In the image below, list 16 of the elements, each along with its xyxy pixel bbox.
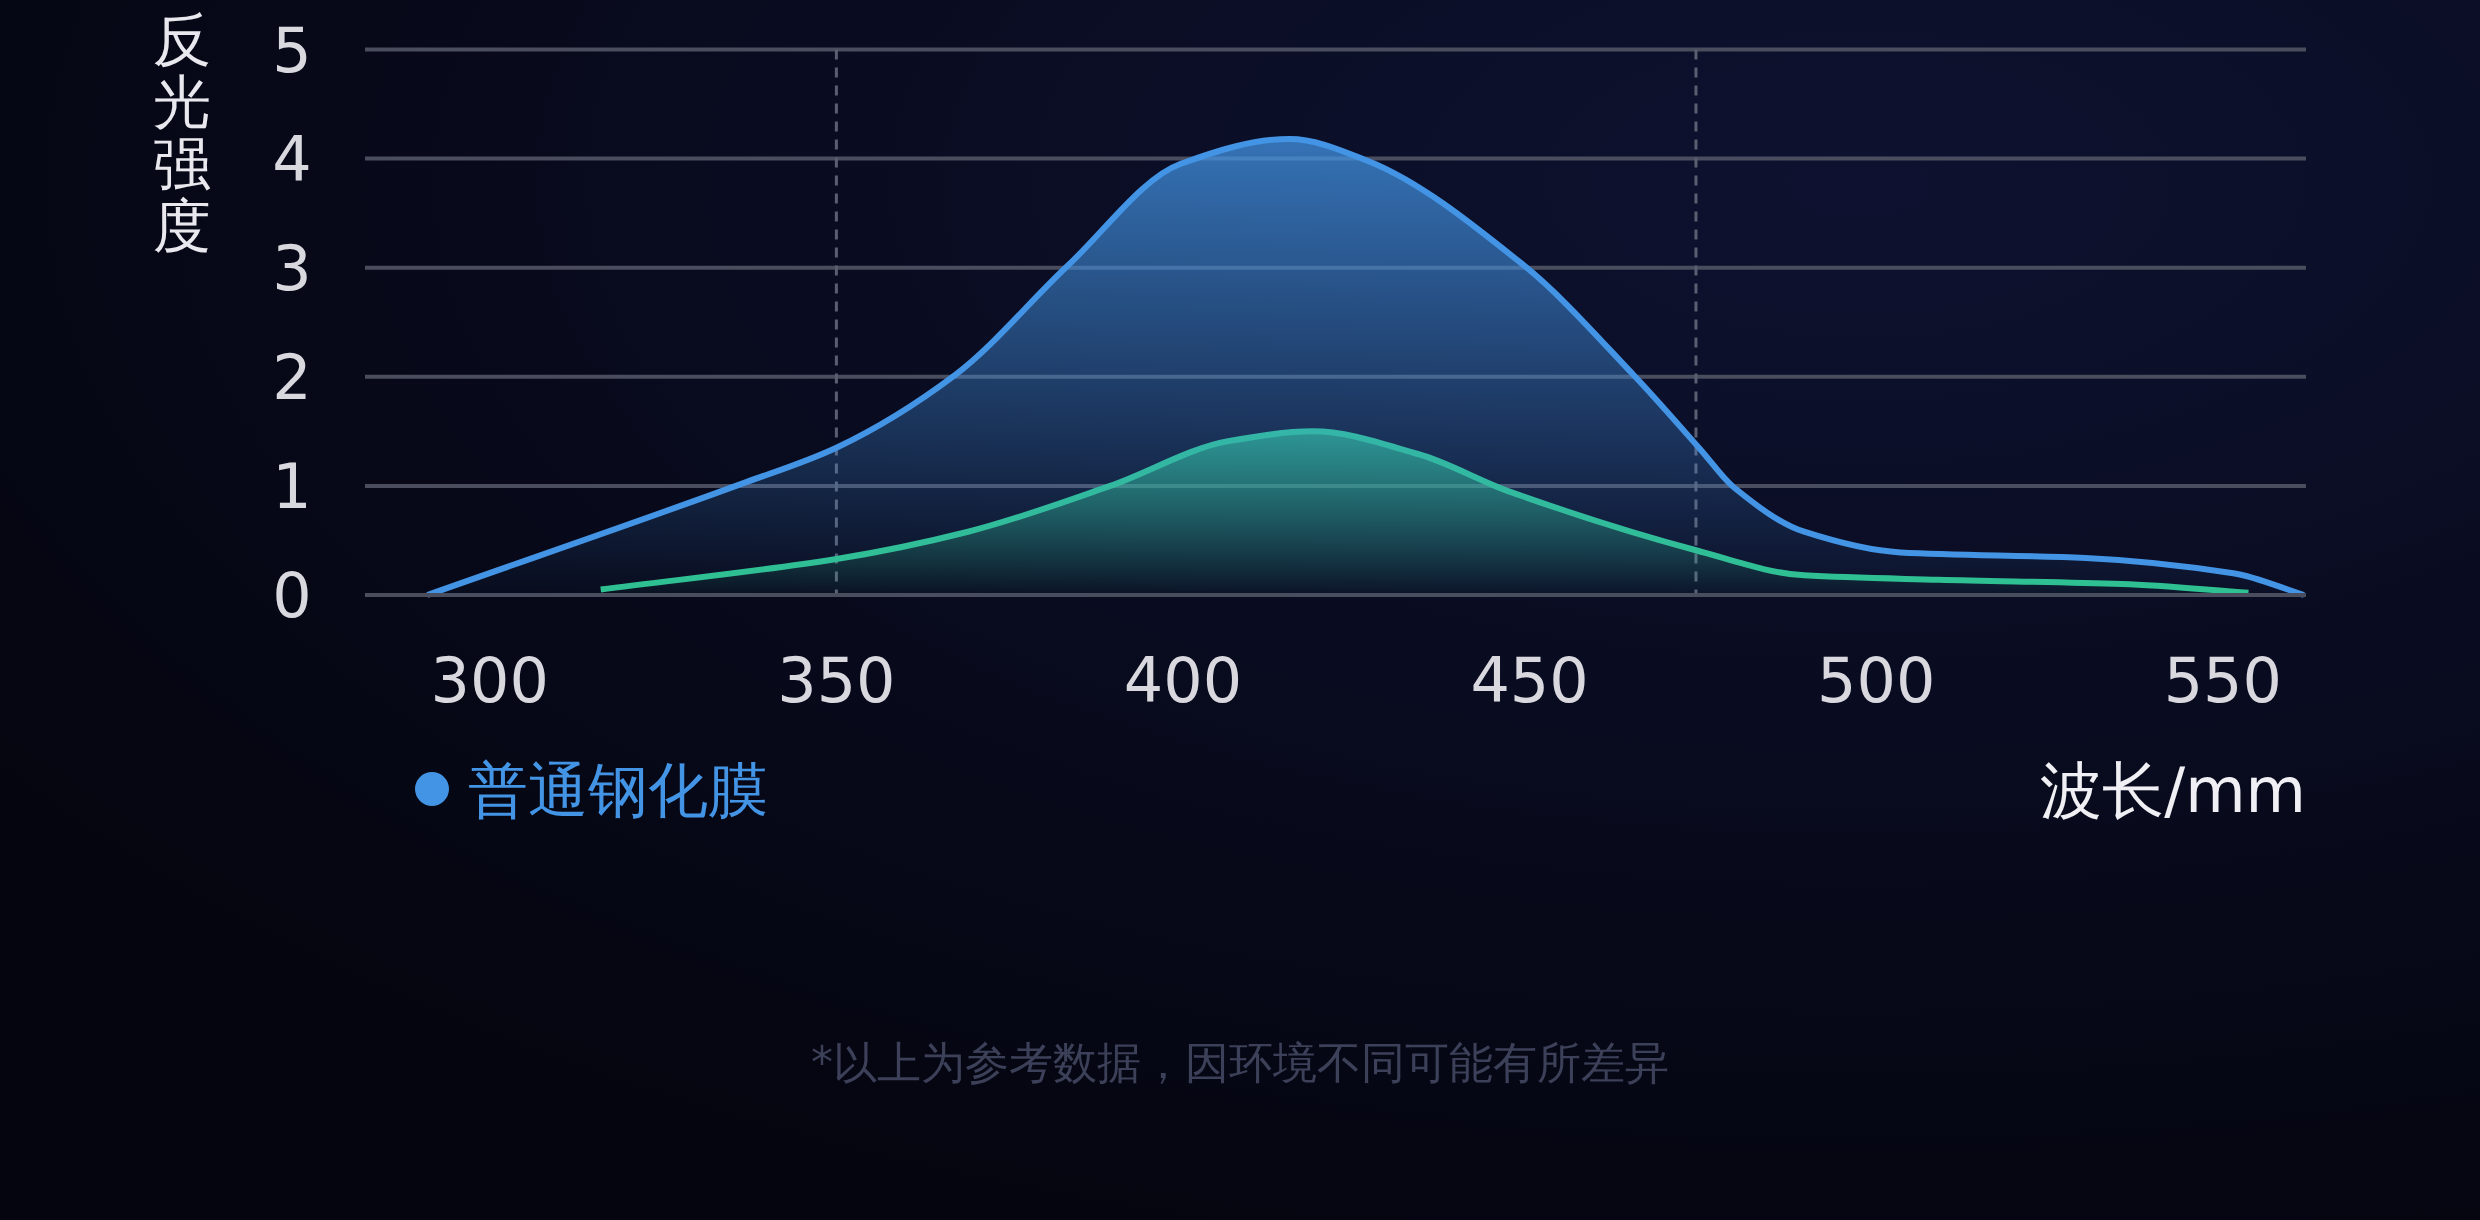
text: *以上为参考数据，因环境不同可能有所差异 [811, 1037, 1669, 1088]
x-tick-label: 350 [777, 644, 896, 717]
y-tick-label: 5 [272, 13, 312, 87]
legend-label: 普通钢化膜 [468, 755, 768, 825]
x-tick-label: 300 [430, 644, 549, 717]
x-tick-label: 550 [2163, 644, 2282, 717]
y-tick-label: 2 [272, 340, 312, 414]
x-axis-title: 波长/mm [2040, 754, 2306, 827]
y-tick-label: 0 [272, 559, 312, 632]
y-tick-label: 4 [272, 122, 312, 196]
x-tick-label: 500 [1817, 644, 1936, 717]
x-tick-label: 450 [1470, 644, 1589, 717]
y-axis-title: 反光强度 [153, 6, 211, 260]
y-tick-label: 1 [272, 449, 312, 523]
x-tick-label: 400 [1123, 644, 1243, 717]
y-tick-label: 3 [272, 231, 312, 305]
